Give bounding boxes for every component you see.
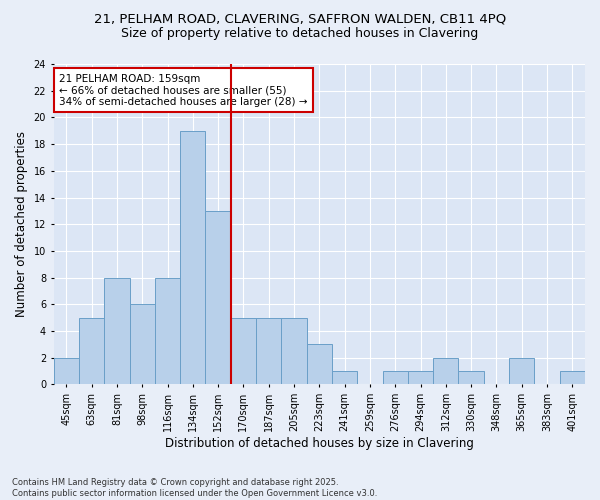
Bar bbox=[231, 318, 256, 384]
Bar bbox=[408, 371, 433, 384]
Bar bbox=[332, 371, 357, 384]
Bar bbox=[281, 318, 307, 384]
Text: Contains HM Land Registry data © Crown copyright and database right 2025.
Contai: Contains HM Land Registry data © Crown c… bbox=[12, 478, 377, 498]
Text: 21 PELHAM ROAD: 159sqm
← 66% of detached houses are smaller (55)
34% of semi-det: 21 PELHAM ROAD: 159sqm ← 66% of detached… bbox=[59, 74, 308, 107]
Bar bbox=[155, 278, 180, 384]
Bar bbox=[433, 358, 458, 384]
Bar bbox=[560, 371, 585, 384]
Bar bbox=[509, 358, 535, 384]
Bar bbox=[79, 318, 104, 384]
Text: Size of property relative to detached houses in Clavering: Size of property relative to detached ho… bbox=[121, 28, 479, 40]
Bar bbox=[180, 131, 205, 384]
Bar bbox=[53, 358, 79, 384]
Text: 21, PELHAM ROAD, CLAVERING, SAFFRON WALDEN, CB11 4PQ: 21, PELHAM ROAD, CLAVERING, SAFFRON WALD… bbox=[94, 12, 506, 26]
X-axis label: Distribution of detached houses by size in Clavering: Distribution of detached houses by size … bbox=[165, 437, 474, 450]
Bar bbox=[383, 371, 408, 384]
Bar bbox=[256, 318, 281, 384]
Y-axis label: Number of detached properties: Number of detached properties bbox=[15, 131, 28, 317]
Bar bbox=[458, 371, 484, 384]
Bar bbox=[104, 278, 130, 384]
Bar bbox=[130, 304, 155, 384]
Bar bbox=[205, 211, 231, 384]
Bar bbox=[307, 344, 332, 385]
